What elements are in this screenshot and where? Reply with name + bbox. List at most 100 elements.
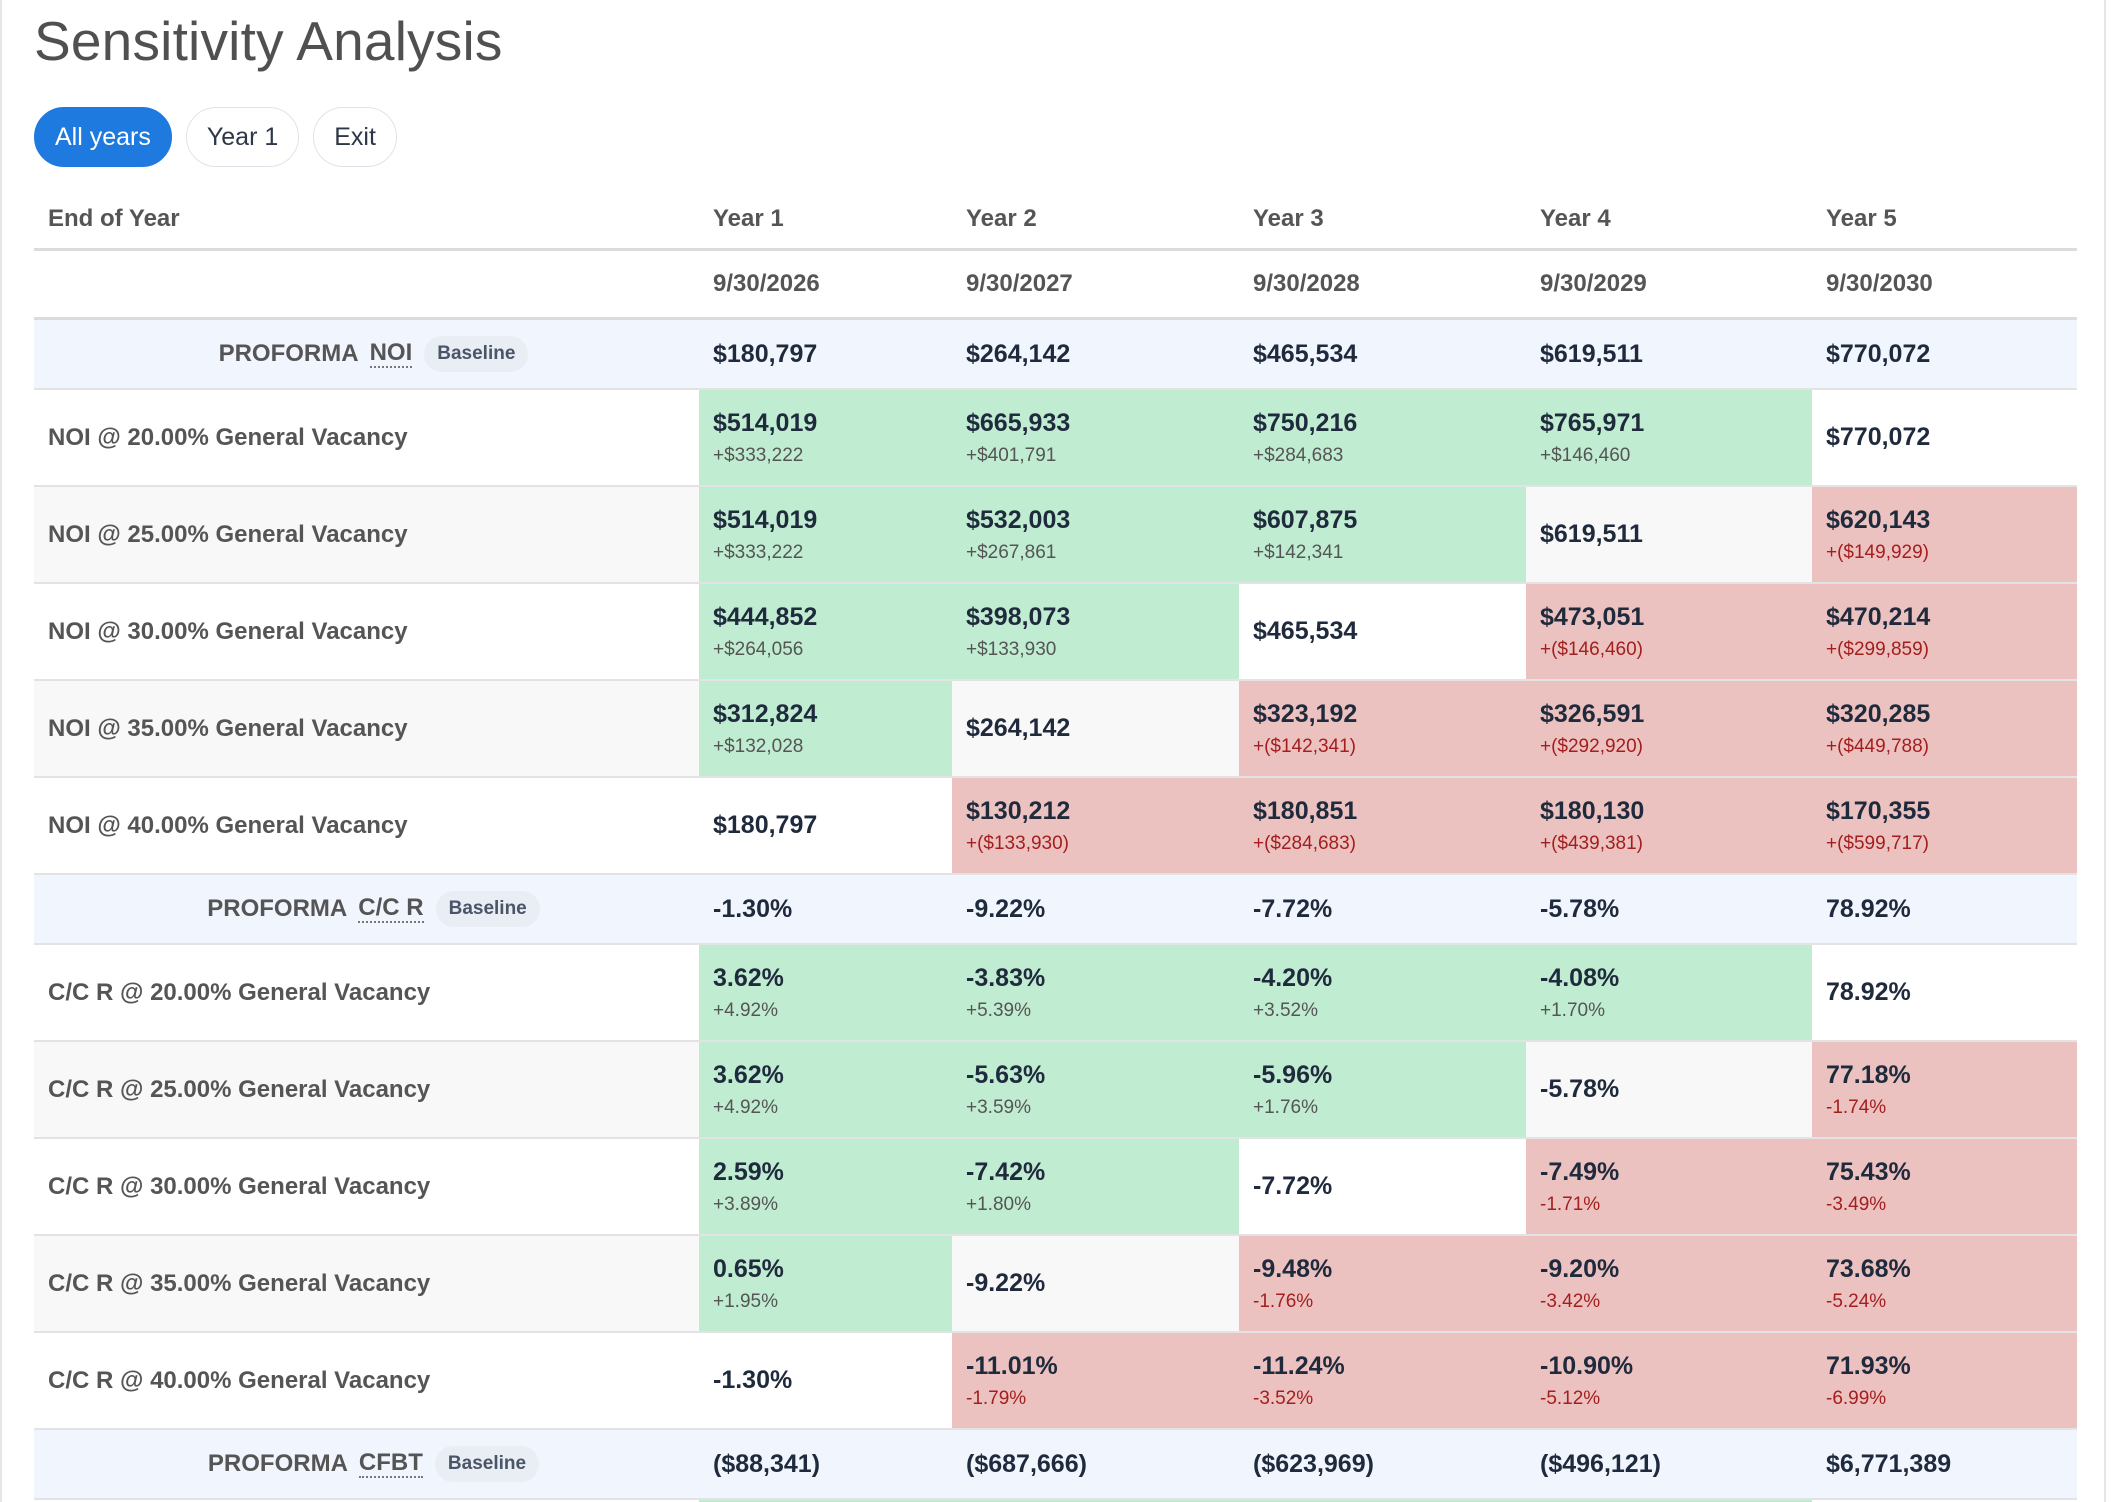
cell-value: $620,143: [1826, 505, 1931, 534]
cell-value: $514,019: [713, 505, 818, 534]
sensitivity-row-label: NOI @ 25.00% General Vacancy: [48, 520, 408, 548]
baseline-row-label: PROFORMA NOI Baseline: [34, 320, 699, 388]
baseline-cell: 78.92%: [1812, 875, 2077, 943]
sensitivity-cell-neutral: $180,797: [699, 778, 952, 873]
table-header-row: End of Year Year 1 Year 2 Year 3 Year 4 …: [34, 186, 2077, 251]
sensitivity-cell-positive: $444,852 +$264,056: [699, 584, 952, 679]
sensitivity-cell-negative: -7.49% -1.71%: [1526, 1139, 1812, 1234]
date-year-5: 9/30/2030: [1826, 270, 1933, 297]
sensitivity-cell-negative: 77.18% -1.74%: [1812, 1042, 2077, 1137]
cell-value: -10.90%: [1540, 1351, 1634, 1380]
cell-delta: +1.76%: [1253, 1096, 1318, 1118]
sensitivity-cell-neutral: -1.30%: [699, 1333, 952, 1428]
sensitivity-cell-negative: $180,851 +($284,683): [1239, 778, 1526, 873]
sensitivity-cell-negative: 71.93% -6.99%: [1812, 1333, 2077, 1428]
filter-all-years-button[interactable]: All years: [34, 107, 172, 167]
sensitivity-row: C/C R @ 35.00% General Vacancy 0.65% +1.95…: [34, 1236, 2077, 1333]
sensitivity-cell-positive: 3.62% +4.92%: [699, 945, 952, 1040]
cell-value: $320,285: [1826, 699, 1931, 728]
cell-value: $323,192: [1253, 699, 1358, 728]
baseline-row: PROFORMA CFBT Baseline ($88,341) ($687,666) (…: [34, 1430, 2077, 1500]
cell-value: -7.72%: [1253, 1172, 1333, 1200]
sensitivity-cell-positive: $312,824 +$132,028: [699, 681, 952, 776]
baseline-value: -5.78%: [1540, 894, 1620, 923]
cell-value: $619,511: [1540, 520, 1643, 548]
scrollbar-track[interactable]: [2104, 0, 2106, 1502]
cell-value: 78.92%: [1826, 978, 1911, 1006]
sensitivity-cell-neutral: -7.72%: [1239, 1139, 1526, 1234]
cell-delta: +$132,028: [713, 735, 804, 757]
date-year-1: 9/30/2026: [713, 270, 820, 297]
baseline-cell: -7.72%: [1239, 875, 1526, 943]
metric-abbreviation-tooltip[interactable]: NOI: [369, 339, 413, 368]
dates-row-label: [34, 251, 699, 317]
cell-value: $398,073: [966, 602, 1071, 631]
sensitivity-cell-negative: $130,212 +($133,930): [952, 778, 1239, 873]
cell-value: $326,591: [1540, 699, 1645, 728]
cell-delta: +$333,222: [713, 541, 804, 563]
cell-value: -5.63%: [966, 1060, 1046, 1089]
baseline-prefix: PROFORMA: [207, 895, 348, 922]
sensitivity-cell-neutral: -5.78%: [1526, 1042, 1812, 1137]
filter-exit-button[interactable]: Exit: [313, 107, 397, 167]
cell-delta: +5.39%: [966, 999, 1031, 1021]
cell-value: -11.01%: [966, 1351, 1058, 1380]
page-title: Sensitivity Analysis: [34, 10, 503, 72]
cell-value: $770,072: [1826, 423, 1931, 451]
cell-delta: +($149,929): [1826, 541, 1929, 563]
cell-value: 2.59%: [713, 1157, 784, 1186]
sensitivity-row-label: NOI @ 40.00% General Vacancy: [48, 811, 408, 839]
sensitivity-cell-neutral: $465,534: [1239, 584, 1526, 679]
sensitivity-row-label: C/C R @ 25.00% General Vacancy: [48, 1075, 431, 1103]
metric-abbreviation-tooltip[interactable]: C/C R: [358, 894, 424, 923]
sensitivity-row-label: C/C R @ 30.00% General Vacancy: [48, 1172, 431, 1200]
sensitivity-cell-positive: -5.96% +1.76%: [1239, 1042, 1526, 1137]
baseline-cell: -5.78%: [1526, 875, 1812, 943]
cell-delta: +$267,861: [966, 541, 1057, 563]
cell-value: -5.96%: [1253, 1060, 1333, 1089]
cell-delta: +($133,930): [966, 832, 1069, 854]
baseline-row: PROFORMA C/C R Baseline -1.30% -9.22% -7.72% -…: [34, 875, 2077, 945]
filter-year-1-button[interactable]: Year 1: [185, 107, 300, 167]
sensitivity-cell-negative: $620,143 +($149,929): [1812, 487, 2077, 582]
cell-value: -7.49%: [1540, 1157, 1620, 1186]
cell-delta: -1.71%: [1540, 1193, 1601, 1215]
baseline-value: ($496,121): [1540, 1449, 1661, 1478]
sensitivity-row: C/C R @ 30.00% General Vacancy 2.59% +3.89…: [34, 1139, 2077, 1236]
sensitivity-cell-negative: -11.01% -1.79%: [952, 1333, 1239, 1428]
sensitivity-cell-positive: -3.83% +5.39%: [952, 945, 1239, 1040]
cell-delta: +($439,381): [1540, 832, 1643, 854]
baseline-cell: -9.22%: [952, 875, 1239, 943]
metric-abbreviation-tooltip[interactable]: CFBT: [358, 1449, 423, 1478]
sensitivity-cell-positive: 0.65% +1.95%: [699, 1236, 952, 1331]
cell-delta: +1.70%: [1540, 999, 1605, 1021]
cell-delta: +3.89%: [713, 1193, 778, 1215]
cell-value: $470,214: [1826, 602, 1931, 631]
cell-value: -9.48%: [1253, 1254, 1333, 1283]
sensitivity-cell-negative: $470,214 +($299,859): [1812, 584, 2077, 679]
cell-value: -3.83%: [966, 963, 1046, 992]
sensitivity-cell-negative: $180,130 +($439,381): [1526, 778, 1812, 873]
cell-delta: -5.24%: [1826, 1290, 1887, 1312]
baseline-cell: $6,771,389: [1812, 1430, 2077, 1498]
cell-delta: +3.52%: [1253, 999, 1318, 1021]
baseline-value: $619,511: [1540, 339, 1643, 368]
cell-delta: -1.74%: [1826, 1096, 1887, 1118]
sensitivity-cell-negative: $170,355 +($599,717): [1812, 778, 2077, 873]
cell-value: -4.20%: [1253, 963, 1333, 992]
sensitivity-cell-positive: $665,933 +$401,791: [952, 390, 1239, 485]
baseline-row-label: PROFORMA C/C R Baseline: [34, 875, 699, 943]
cell-delta: +($292,920): [1540, 735, 1643, 757]
cell-delta: +($449,788): [1826, 735, 1929, 757]
sensitivity-cell-positive: $532,003 +$267,861: [952, 487, 1239, 582]
period-filter-group: All years Year 1 Exit: [34, 107, 397, 167]
sensitivity-cell-negative: 73.68% -5.24%: [1812, 1236, 2077, 1331]
sensitivity-row: NOI @ 30.00% General Vacancy $444,852 +$26…: [34, 584, 2077, 681]
baseline-cell: $264,142: [952, 320, 1239, 388]
sensitivity-row: NOI @ 25.00% General Vacancy $514,019 +$33…: [34, 487, 2077, 584]
cell-value: $180,130: [1540, 796, 1645, 825]
cell-delta: -1.76%: [1253, 1290, 1314, 1312]
cell-delta: +$146,460: [1540, 444, 1631, 466]
column-header-year-2: Year 2: [966, 205, 1037, 232]
cell-value: 0.65%: [713, 1254, 784, 1283]
